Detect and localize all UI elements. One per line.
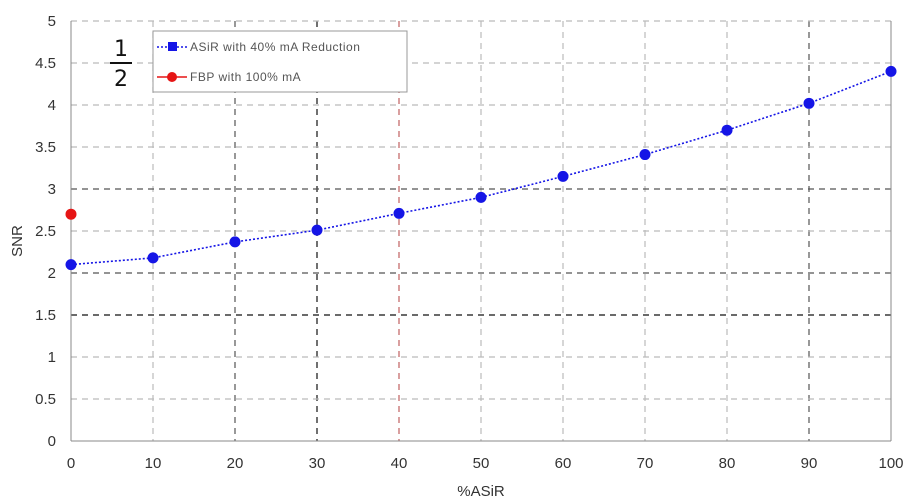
data-point (393, 207, 405, 219)
x-axis-title: %ASiR (457, 483, 505, 500)
y-tick-label: 2 (48, 265, 56, 282)
x-tick-label: 40 (391, 455, 408, 472)
y-tick-label: 1.5 (35, 307, 56, 324)
x-tick-label: 80 (719, 455, 736, 472)
x-tick-label: 0 (67, 455, 75, 472)
data-point (229, 236, 241, 248)
legend-marker-asir (168, 42, 177, 51)
legend-box (152, 30, 408, 93)
tick-labels: 0 10 20 30 40 50 60 70 80 90 100 0 0.5 1 1.5 2 2.5 3 3.5 4 4… (35, 13, 903, 472)
x-tick-label: 20 (227, 455, 244, 472)
y-axis-title: SNR (9, 225, 26, 257)
x-tick-label: 10 (145, 455, 162, 472)
y-tick-label: 5 (48, 13, 56, 30)
data-point (557, 170, 569, 182)
x-tick-label: 90 (801, 455, 818, 472)
grid (71, 20, 891, 441)
legend: ASiR with 40% mA Reduction FBP with 100%… (152, 30, 408, 93)
data-point (475, 191, 487, 203)
y-tick-label: 3.5 (35, 139, 56, 156)
data-point (65, 259, 77, 271)
legend-label-asir: ASiR with 40% mA Reduction (190, 40, 360, 54)
data-point (311, 224, 323, 236)
y-tick-label: 0 (48, 433, 56, 450)
y-tick-label: 2.5 (35, 223, 56, 240)
x-tick-label: 70 (637, 455, 654, 472)
data-point (65, 208, 77, 220)
x-tick-label: 60 (555, 455, 572, 472)
data-point (721, 124, 733, 136)
legend-marker-fbp (167, 72, 177, 82)
data-point (803, 97, 815, 109)
series-group (65, 65, 897, 271)
annotation-numerator: 1 (114, 37, 128, 62)
y-tick-label: 4 (48, 97, 56, 114)
data-point (885, 65, 897, 77)
axes (70, 21, 892, 442)
series-line (70, 70, 892, 266)
y-tick-label: 1 (48, 349, 56, 366)
legend-label-fbp: FBP with 100% mA (190, 70, 301, 84)
series-fbp (65, 208, 77, 220)
y-tick-label: 4.5 (35, 55, 56, 72)
y-tick-label: 3 (48, 181, 56, 198)
series-asir (65, 65, 897, 271)
data-point (147, 252, 159, 264)
annotation-denominator: 2 (114, 67, 128, 92)
x-tick-label: 50 (473, 455, 490, 472)
y-tick-label: 0.5 (35, 391, 56, 408)
x-tick-label: 30 (309, 455, 326, 472)
x-tick-label: 100 (878, 455, 903, 472)
fraction-annotation: 1 2 (110, 37, 132, 92)
data-point (639, 149, 651, 161)
